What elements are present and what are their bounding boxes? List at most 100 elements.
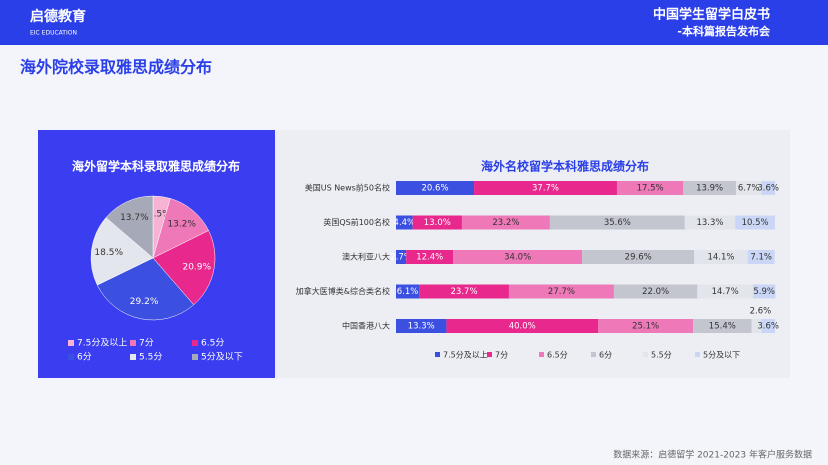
y-tick-label: 美国US News前50名校 [305, 183, 390, 193]
bar-segment [508, 284, 614, 299]
bar-segment [549, 215, 685, 230]
bar-segment [446, 319, 599, 333]
bar-segment [396, 250, 407, 264]
y-tick-label: 澳大利亚八大 [342, 252, 390, 262]
legend-label: 7.5分及以上 [77, 338, 127, 349]
bar-value-label: 17.5% [637, 184, 664, 194]
header-band [0, 0, 828, 45]
legend-swatch [68, 340, 74, 346]
bar-segment [751, 319, 762, 333]
pie-label: 18.5% [94, 248, 123, 258]
pie-label: 20.9% [182, 262, 211, 272]
bar-segment [396, 319, 447, 333]
event-subtitle: -本科篇报告发布会 [677, 24, 771, 38]
bar-segment [761, 319, 775, 333]
legend-label: 5分及以下 [703, 351, 740, 360]
pie-label: 13.7% [120, 213, 149, 223]
bar-value-label: 25.1% [632, 322, 659, 332]
legend-swatch [539, 352, 544, 357]
bar-segment [693, 319, 752, 333]
legend-swatch [435, 352, 440, 357]
pie-label: 29.2% [130, 297, 159, 307]
legend-swatch [591, 352, 596, 357]
pie-slice [90, 217, 154, 286]
bar-value-label: 27.7% [548, 287, 575, 297]
bar-segment [683, 181, 736, 195]
bar-value-label: 6.1% [397, 287, 419, 297]
footer: 数据来源：启德留学 2021-2023 年客户服务数据 [613, 449, 812, 461]
bar-value-label: 13.9% [696, 184, 723, 194]
bar-value-label: 13.3% [408, 322, 435, 332]
bar-value-label: 40.0% [509, 322, 536, 332]
bar-segment [582, 250, 695, 264]
bar-segment [419, 284, 509, 299]
legend-swatch [130, 354, 136, 360]
y-tick-label: 英国QS前100名校 [323, 217, 390, 227]
bar-value-label: 12.4% [416, 253, 443, 263]
legend-swatch [192, 354, 198, 360]
bar-segment [474, 181, 617, 195]
event-title: 中国学生留学白皮书 [653, 7, 770, 23]
bar-segment [613, 284, 698, 299]
bar-value-label: 4.4% [394, 218, 416, 228]
bar-value-label: 3.6% [757, 322, 779, 332]
legend-label: 6.5分 [547, 351, 568, 360]
bar-value-label: 20.6% [422, 184, 449, 194]
legend-swatch [643, 352, 648, 357]
bar-segment [684, 215, 736, 230]
bar-segment [396, 181, 475, 195]
pie-label: 13.2% [167, 219, 196, 229]
pie-title: 海外留学本科录取雅思成绩分布 [72, 159, 240, 174]
legend-label: 5.5分 [139, 352, 162, 363]
legend-label: 7.5分及以上 [443, 351, 488, 360]
bar-value-label: 6.7% [738, 184, 760, 194]
bar-segment [406, 250, 454, 264]
legend-label: 7分 [139, 338, 154, 349]
bar-segment [616, 181, 684, 195]
bar-segment [453, 250, 583, 264]
bar-segment [461, 215, 550, 230]
legend-label: 6.5分 [201, 338, 224, 349]
pie-slice [105, 195, 154, 259]
bar-value-label: 14.7% [712, 287, 739, 297]
bar-value-label: 23.2% [492, 218, 519, 228]
bar-value-label: 10.5% [742, 218, 769, 228]
bar-value-label: 22.0% [642, 287, 669, 297]
bar-segment [735, 215, 775, 230]
bar-value-label: 23.7% [451, 287, 478, 297]
legend-label: 6分 [599, 351, 612, 360]
bar-segment [735, 181, 762, 195]
bar-segment [697, 284, 754, 299]
bar-value-label: 7.1% [750, 253, 772, 263]
legend-swatch [130, 340, 136, 346]
legend-swatch [192, 340, 198, 346]
bar-value-label: 2.6% [750, 307, 772, 317]
bar-value-label: 15.4% [709, 322, 736, 332]
bar-value-label: 37.7% [532, 184, 559, 194]
bar-segment [761, 181, 775, 195]
bar-value-label: 34.0% [504, 253, 531, 263]
logo: 启德教育 [30, 8, 86, 25]
bar-value-label: 13.0% [424, 218, 451, 228]
legend-swatch [68, 354, 74, 360]
bar-value-label: 14.1% [707, 253, 734, 263]
bar-segment [694, 250, 748, 264]
bar-segment [412, 215, 462, 230]
legend-swatch [487, 352, 492, 357]
bar-segment [753, 284, 776, 299]
pie-label: 4.5% [148, 209, 171, 219]
legend-swatch [695, 352, 700, 357]
y-tick-label: 中国香港八大 [342, 321, 390, 331]
bar-value-label: 29.6% [625, 253, 652, 263]
bar-segment [747, 250, 775, 264]
legend-label: 6分 [77, 352, 92, 363]
bar-title: 海外名校留学本科雅思成绩分布 [481, 159, 649, 174]
bar-segment [396, 215, 413, 230]
bar-value-label: 2.7% [390, 253, 412, 263]
legend-label: 5分及以下 [201, 352, 243, 363]
legend-label: 7分 [495, 351, 508, 360]
bar-segment [396, 284, 420, 299]
bar-value-label: 5.9% [753, 287, 775, 297]
bar-value-label: 3.6% [757, 184, 779, 194]
